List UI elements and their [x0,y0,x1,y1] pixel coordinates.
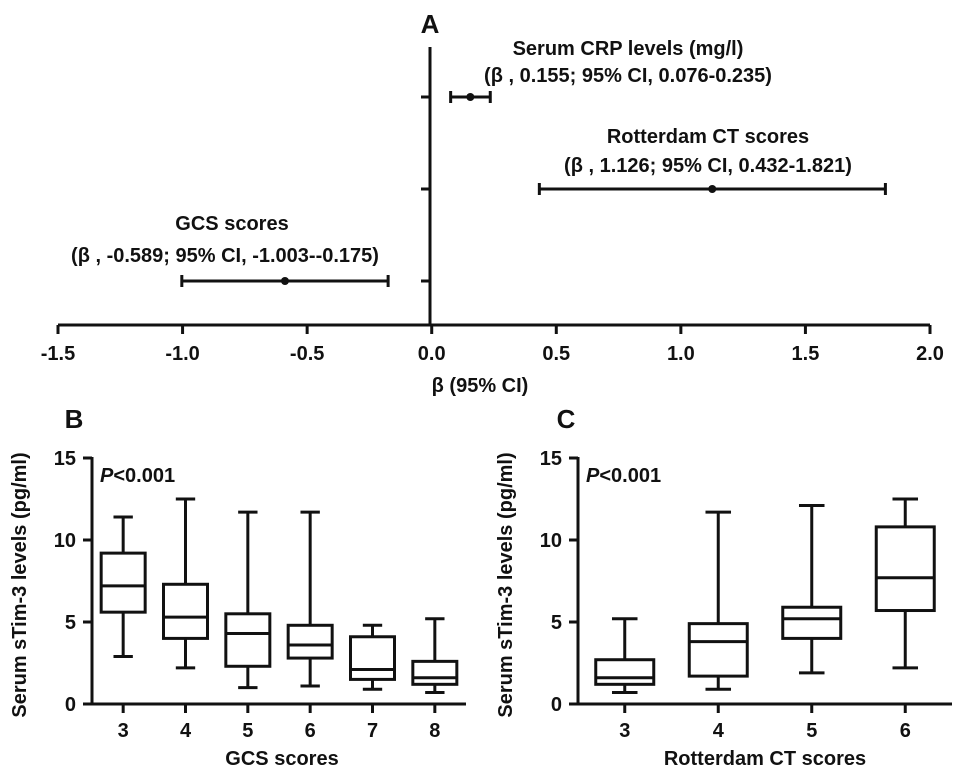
panel-a-x-tick-label: 1.5 [792,343,820,365]
panel-a: A -1.5 -1.0 -0.5 0.0 0.5 1.0 1.5 2.0 β (95% CI)… [41,9,944,397]
box-iqr [162,582,209,640]
box-iqr [874,525,936,613]
panel-b-x-tick-label: 5 [242,720,253,742]
panel-b-x-tick-label: 3 [118,720,129,742]
panel-a-x-tick-label: 0.0 [418,343,446,365]
panel-b-x-tick-label: 7 [367,720,378,742]
box-iqr [594,658,656,686]
box-iqr [99,551,147,614]
panel-b-y-tick-label: 5 [65,612,76,634]
panel-a-x-axis-label: β (95% CI) [432,375,529,397]
box-iqr [411,659,459,686]
panel-a-x-tick-label: -1.0 [165,343,199,365]
beta-point [280,277,289,285]
box-iqr [349,635,396,681]
gcs-ci-text: (β , -0.589; 95% CI, -1.003--0.175) [71,245,379,267]
panel-b-x-axis-label: GCS scores [225,748,338,770]
panel-c-letter: C [557,404,576,434]
panel-b-y-tick-label: 10 [54,530,76,552]
beta-point [708,185,717,193]
box-iqr [286,623,334,660]
beta-point [466,93,475,101]
panel-c-x-tick-label: 3 [619,720,630,742]
panel-a-x-tick-label: 1.0 [667,343,695,365]
panel-b-letter: B [65,404,84,434]
box-iqr [781,605,843,640]
panel-c-x-tick-label: 6 [900,720,911,742]
panel-b-p-value: P<0.001 [100,465,175,487]
panel-b-y-tick-label: 15 [54,448,76,470]
panel-a-x-tick-label: 0.5 [542,343,570,365]
panel-b: B 0 5 10 15 3 4 5 6 7 8 P<0.001 GCS scores Serum… [9,404,466,770]
panel-b-y-tick-label: 0 [65,694,76,716]
rotterdam-ci-text: (β , 1.126; 95% CI, 0.432-1.821) [564,155,852,177]
crp-label: Serum CRP levels (mg/l) [513,38,744,60]
panel-c-y-tick-label: 15 [540,448,562,470]
panel-c-y-axis-label: Serum sTim-3 levels (pg/ml) [495,452,517,717]
panel-a-x-tick-label: 2.0 [916,343,944,365]
panel-b-x-tick-label: 8 [429,720,440,742]
rotterdam-label: Rotterdam CT scores [607,126,809,148]
gcs-label: GCS scores [175,213,288,235]
panel-c-p-value: P<0.001 [586,465,661,487]
panel-a-x-tick-label: -1.5 [41,343,75,365]
panel-b-x-tick-label: 6 [305,720,316,742]
panel-c-y-tick-label: 5 [551,612,562,634]
box-iqr [687,622,749,678]
box-iqr [224,612,272,668]
panel-c-y-tick-label: 0 [551,694,562,716]
panel-b-x-tick-label: 4 [180,720,192,742]
panel-c-x-tick-label: 5 [806,720,817,742]
panel-a-x-tick-label: -0.5 [290,343,324,365]
panel-c-x-axis-label: Rotterdam CT scores [664,748,866,770]
panel-c-x-tick-label: 4 [713,720,725,742]
panel-c-y-tick-label: 10 [540,530,562,552]
panel-b-y-axis-label: Serum sTim-3 levels (pg/ml) [9,452,31,717]
crp-ci-text: (β , 0.155; 95% CI, 0.076-0.235) [484,65,772,87]
panel-c: C 0 5 10 15 3 4 5 6 P<0.001 Rotterdam CT score… [495,404,952,770]
panel-a-letter: A [421,9,440,39]
